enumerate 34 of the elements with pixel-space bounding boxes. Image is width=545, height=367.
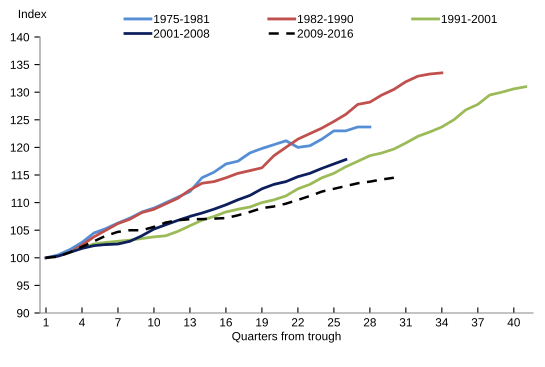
legend-label: 1991-2001 bbox=[442, 14, 497, 24]
y-tick-label: 90 bbox=[17, 309, 30, 318]
y-tick-label: 120 bbox=[10, 143, 30, 152]
line-series bbox=[44, 176, 396, 260]
x-tick-label: 13 bbox=[184, 318, 196, 327]
y-axis-title: Index bbox=[18, 9, 47, 18]
y-tick-label: 130 bbox=[10, 88, 30, 97]
legend-label: 2009-2016 bbox=[298, 29, 354, 38]
y-tick-label: 125 bbox=[10, 116, 30, 124]
y-tick-label: 115 bbox=[12, 171, 30, 180]
x-tick-label: 10 bbox=[148, 318, 160, 327]
y-tick-label: 140 bbox=[10, 33, 30, 42]
x-tick-label: 16 bbox=[220, 318, 232, 327]
x-tick-label: 7 bbox=[115, 318, 121, 326]
x-axis-title: Quarters from trough bbox=[232, 332, 341, 343]
x-tick-label: 37 bbox=[472, 318, 484, 327]
x-tick-label: 34 bbox=[436, 318, 448, 327]
x-tick-label: 40 bbox=[508, 318, 520, 327]
x-tick-label: 31 bbox=[400, 318, 412, 327]
y-tick-label: 100 bbox=[10, 254, 30, 262]
y-tick-label: 110 bbox=[12, 198, 30, 207]
x-tick-label: 4 bbox=[78, 318, 85, 326]
x-tick-label: 22 bbox=[292, 318, 304, 326]
y-tick-label: 135 bbox=[10, 60, 30, 69]
line-series bbox=[44, 158, 348, 260]
y-tick-label: 105 bbox=[10, 226, 30, 235]
x-tick-label: 28 bbox=[364, 318, 376, 327]
x-tick-label: 19 bbox=[256, 318, 268, 327]
legend-label: 1975-1981 bbox=[154, 14, 210, 24]
y-tick-label: 95 bbox=[17, 281, 30, 290]
legend-label: 1982-1990 bbox=[298, 14, 354, 24]
x-tick-label: 1 bbox=[44, 318, 49, 326]
x-tick-label: 25 bbox=[328, 318, 340, 327]
legend-label: 2001-2008 bbox=[154, 29, 210, 38]
